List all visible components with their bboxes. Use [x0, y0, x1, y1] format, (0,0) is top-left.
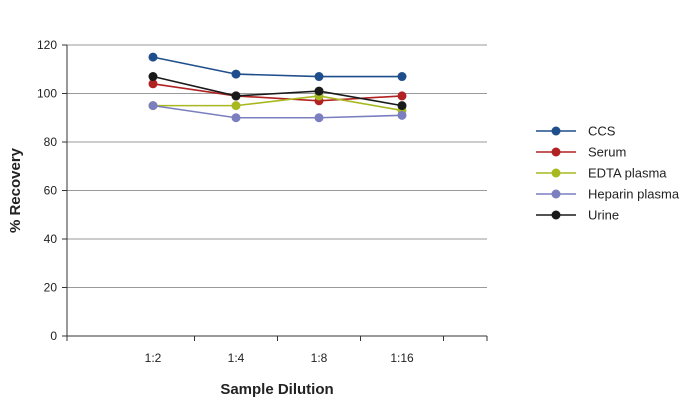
- y-axis-title: % Recovery: [7, 147, 24, 233]
- y-tick-labels: 0 20 40 60 80 100 120: [37, 38, 67, 343]
- y-tick-label-0: 0: [50, 329, 57, 343]
- legend-marker-urine: [551, 210, 561, 220]
- y-tick-label-80: 80: [44, 135, 58, 149]
- series-lines: [148, 52, 407, 123]
- legend: CCS Serum EDTA plasma Heparin plasma Urine: [536, 124, 680, 223]
- legend-item-serum: Serum: [536, 145, 626, 160]
- legend-label-edta-plasma: EDTA plasma: [588, 166, 667, 181]
- series-ccs: [148, 52, 407, 82]
- legend-item-edta-plasma: EDTA plasma: [536, 166, 667, 181]
- legend-marker-ccs: [551, 126, 561, 136]
- series-edta-plasma: [148, 91, 407, 115]
- data-point-ccs-3: [397, 72, 407, 82]
- y-tick-label-60: 60: [44, 184, 58, 198]
- series-urine: [148, 72, 407, 111]
- y-tick-label-100: 100: [37, 87, 57, 101]
- legend-label-heparin-plasma: Heparin plasma: [588, 187, 680, 202]
- legend-label-serum: Serum: [588, 145, 626, 160]
- x-tick-label-1:2: 1:2: [145, 351, 162, 365]
- data-point-urine-0: [148, 72, 158, 82]
- series-line-heparin-plasma: [152, 104, 403, 119]
- data-point-serum-0: [148, 79, 158, 89]
- legend-item-ccs: CCS: [536, 124, 616, 139]
- data-point-urine-2: [314, 86, 324, 96]
- y-tick-label-20: 20: [44, 281, 58, 295]
- series-line-serum: [152, 83, 403, 102]
- data-point-urine-1: [231, 91, 241, 101]
- data-point-heparin-plasma-2: [314, 113, 324, 123]
- x-axis-title: Sample Dilution: [220, 381, 333, 398]
- data-point-ccs-1: [231, 69, 241, 79]
- data-point-ccs-2: [314, 72, 324, 82]
- legend-marker-serum: [551, 147, 561, 157]
- series-line-edta-plasma: [153, 95, 403, 112]
- y-tick-label-40: 40: [44, 232, 58, 246]
- legend-marker-heparin-plasma: [551, 189, 561, 199]
- series-heparin-plasma: [148, 101, 407, 123]
- legend-label-ccs: CCS: [588, 124, 616, 139]
- x-tick-label-1:8: 1:8: [311, 351, 328, 365]
- x-tick-label-1:16: 1:16: [390, 351, 414, 365]
- data-point-heparin-plasma-3: [397, 110, 407, 120]
- legend-item-urine: Urine: [536, 208, 619, 223]
- x-tick-labels: 1:2 1:4 1:8 1:16: [66, 336, 488, 365]
- data-point-serum-3: [397, 91, 407, 101]
- data-point-urine-3: [397, 101, 407, 111]
- legend-marker-edta-plasma: [551, 168, 561, 178]
- series-line-ccs: [152, 56, 402, 78]
- data-point-edta-plasma-1: [231, 101, 241, 111]
- series-line-urine: [152, 75, 403, 107]
- gridlines: [67, 44, 487, 288]
- data-point-heparin-plasma-1: [231, 113, 241, 123]
- y-tick-label-120: 120: [37, 38, 57, 52]
- data-point-heparin-plasma-0: [148, 101, 158, 111]
- x-tick-label-1:4: 1:4: [228, 351, 245, 365]
- legend-label-urine: Urine: [588, 208, 619, 223]
- data-point-ccs-0: [148, 52, 158, 62]
- legend-item-heparin-plasma: Heparin plasma: [536, 187, 680, 202]
